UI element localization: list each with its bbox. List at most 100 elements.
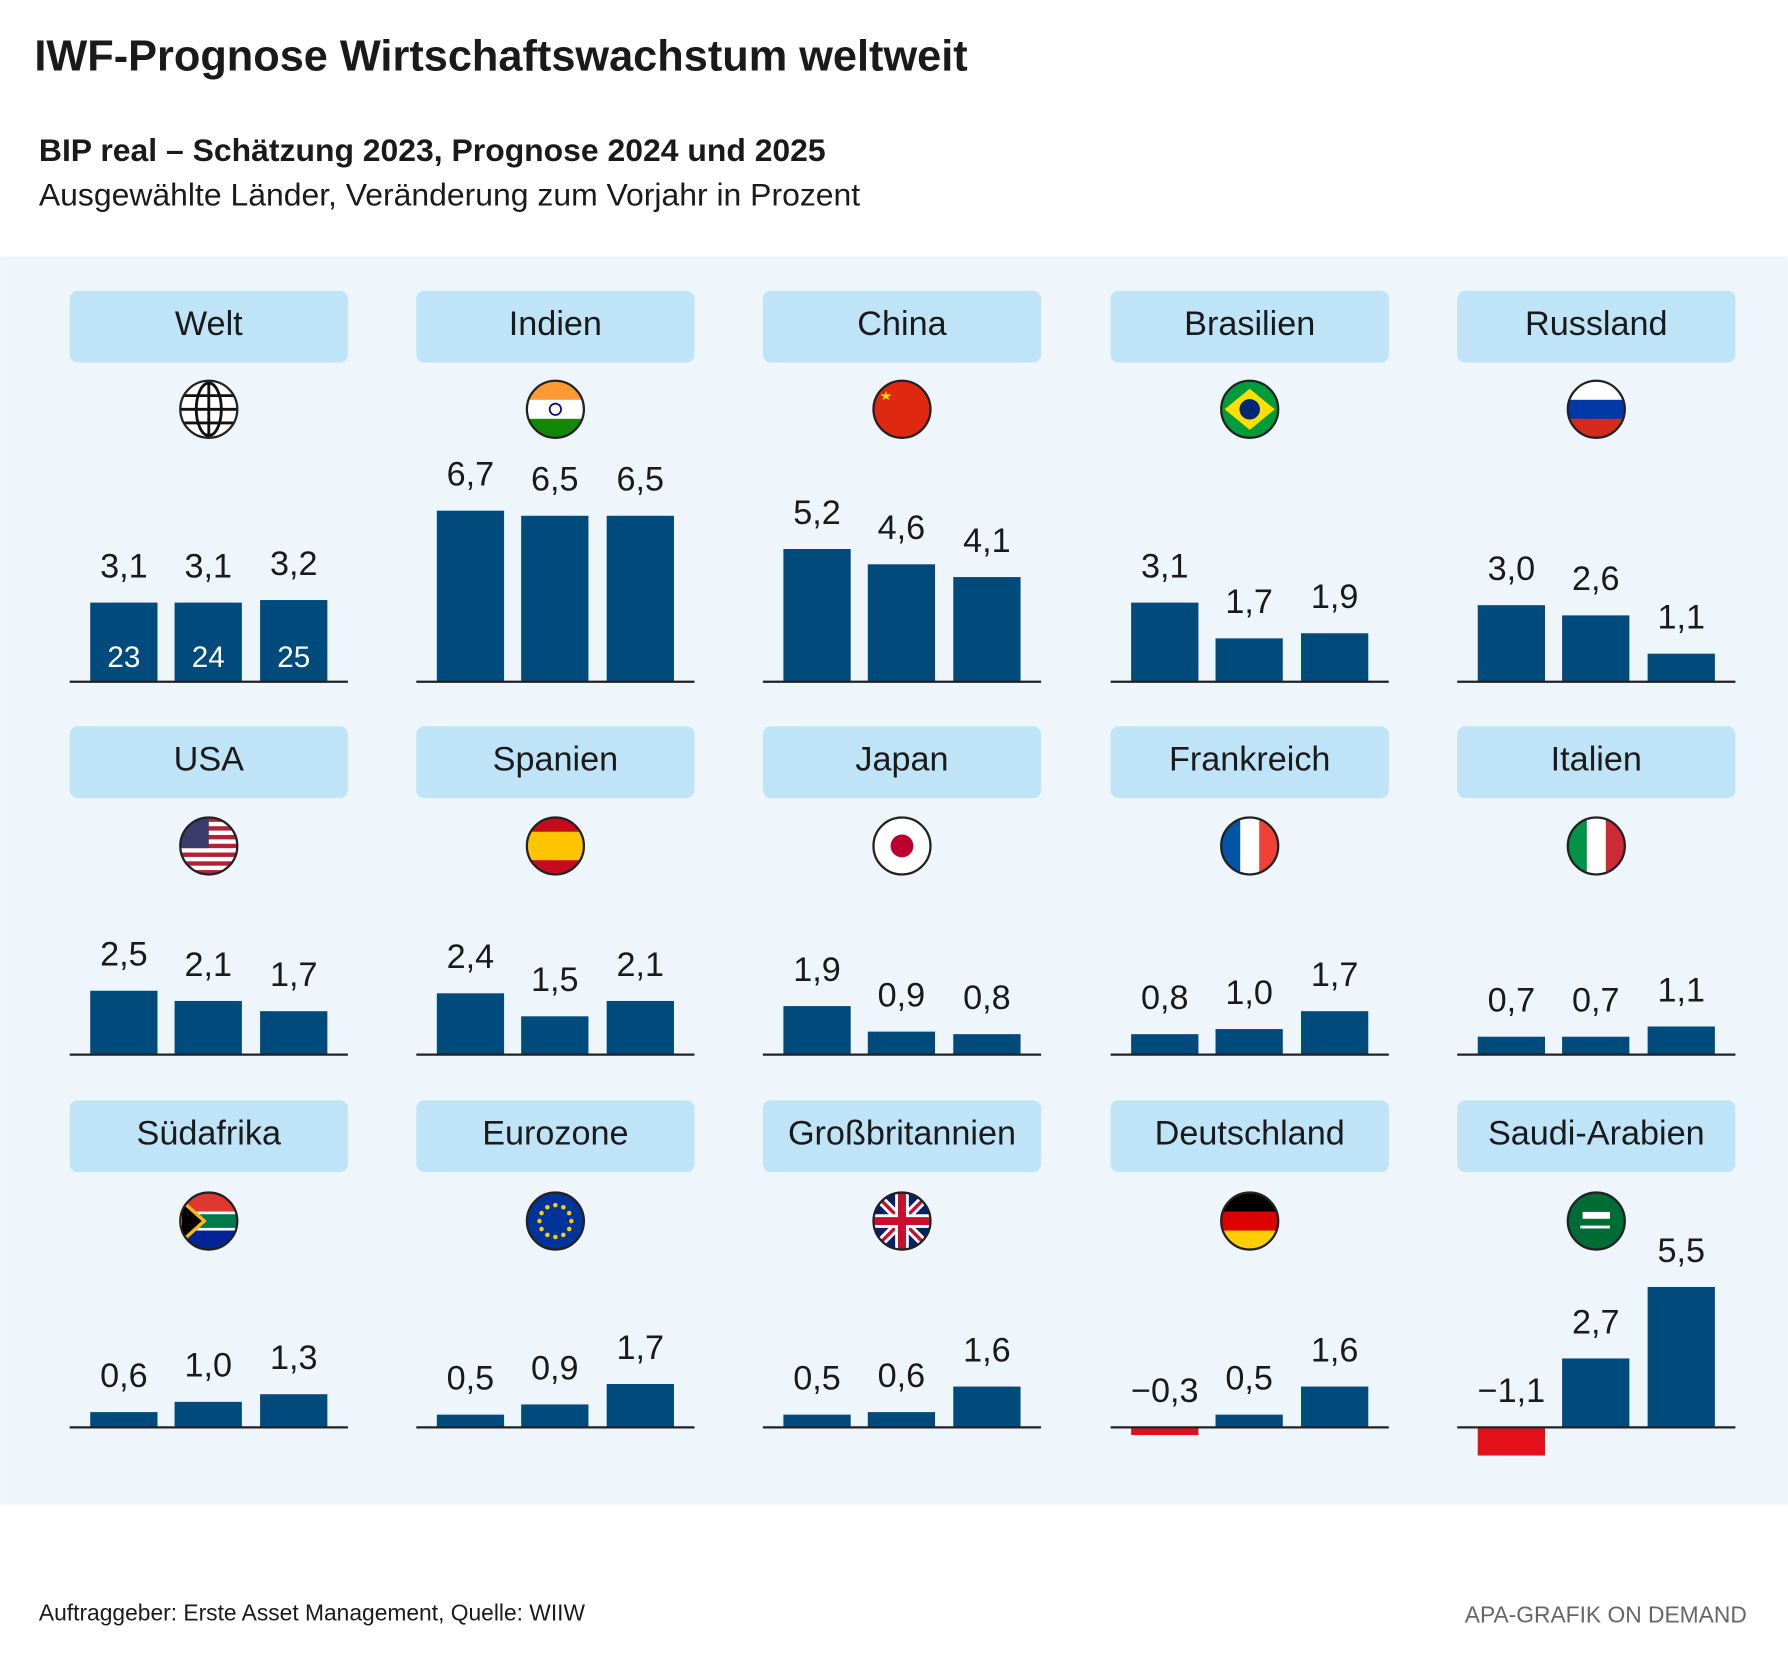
flag-outline — [1220, 379, 1280, 439]
credit: APA-GRAFIK ON DEMAND — [1465, 1602, 1747, 1628]
panel-title: Indien — [509, 305, 602, 343]
value-label: 1,7 — [617, 1329, 665, 1367]
flag-icon — [180, 817, 238, 875]
value-label: 1,1 — [1657, 971, 1705, 1009]
panel-title: Spanien — [493, 741, 618, 779]
bar — [260, 600, 328, 682]
subtitle: BIP real – Schätzung 2023, Prognose 2024… — [39, 132, 826, 168]
flag-stripe — [180, 852, 238, 858]
flag-field — [873, 380, 931, 438]
flag-outline — [872, 1191, 932, 1251]
flag-stripe — [1586, 817, 1607, 875]
flag-star — [545, 1232, 550, 1238]
value-label: 0,5 — [1225, 1359, 1273, 1397]
flag-star — [537, 1218, 542, 1224]
panel-title: Eurozone — [482, 1115, 628, 1153]
flag-star — [561, 1232, 566, 1238]
value-label: 0,8 — [963, 979, 1011, 1017]
value-label: 6,5 — [617, 461, 665, 499]
description: Ausgewählte Länder, Veränderung zum Vorj… — [39, 177, 860, 213]
bar — [436, 1414, 505, 1428]
value-label: 2,5 — [100, 936, 148, 974]
flag-star — [539, 1226, 544, 1232]
panel-header — [762, 1100, 1042, 1173]
value-label: 0,6 — [100, 1357, 148, 1395]
bar — [521, 1016, 589, 1055]
value-label: 6,7 — [447, 456, 495, 494]
flag-stripe — [1221, 1211, 1279, 1232]
bar — [1562, 1358, 1630, 1428]
flag-sword — [1580, 1225, 1610, 1229]
value-label: 2,6 — [1572, 560, 1620, 598]
bar — [783, 548, 851, 682]
flag-outline — [872, 379, 932, 439]
flag-stripe — [1567, 399, 1625, 420]
value-label: 2,4 — [447, 938, 495, 976]
value-label: 6,5 — [531, 461, 579, 499]
panel-header — [762, 290, 1042, 363]
flag-star — [553, 1202, 558, 1208]
bar — [953, 1386, 1021, 1428]
value-label: 3,1 — [1141, 547, 1189, 585]
bar — [174, 1000, 242, 1055]
bar — [1562, 615, 1630, 682]
category-label: 24 — [192, 641, 225, 674]
source: Auftraggeber: Erste Asset Management, Qu… — [39, 1599, 586, 1625]
flag-icon — [1221, 380, 1279, 438]
panel-title: Großbritannien — [788, 1115, 1016, 1153]
bar — [867, 1412, 936, 1428]
value-label: 0,7 — [1488, 982, 1536, 1020]
panel-header — [1110, 726, 1389, 799]
title: IWF-Prognose Wirtschaftswachstum weltwei… — [34, 33, 967, 81]
panel-header — [1110, 1100, 1389, 1173]
value-label: 1,7 — [1225, 583, 1273, 621]
bar — [436, 993, 505, 1055]
flag-icon — [1567, 1192, 1625, 1250]
value-label: −1,1 — [1478, 1372, 1546, 1410]
value-label: 0,5 — [793, 1359, 841, 1397]
bar — [1477, 605, 1546, 682]
bar — [783, 1414, 851, 1428]
flag-outline — [525, 816, 586, 876]
value-label: 2,7 — [1572, 1303, 1620, 1341]
bar — [90, 602, 158, 682]
flag-icon — [180, 380, 238, 438]
panel-header — [69, 1100, 348, 1173]
value-label: 1,7 — [270, 956, 318, 994]
value-label: 5,5 — [1657, 1232, 1705, 1270]
value-label: 0,5 — [447, 1359, 495, 1397]
value-label: 1,0 — [1225, 974, 1273, 1012]
value-label: 0,9 — [531, 1349, 579, 1387]
value-label: 1,9 — [793, 951, 841, 989]
flag-icon — [526, 1192, 584, 1250]
value-label: 5,2 — [793, 494, 841, 532]
panel-title: China — [857, 305, 947, 343]
panel-header — [762, 726, 1042, 799]
bar — [1562, 1036, 1630, 1055]
bar — [1131, 1034, 1199, 1055]
bar — [1647, 653, 1715, 682]
flag-stripe — [180, 856, 238, 862]
flag-stripe — [1240, 817, 1260, 875]
bar — [867, 1031, 936, 1055]
flag-icon — [873, 380, 931, 438]
value-label: 2,1 — [617, 946, 665, 984]
panel-title: Russland — [1525, 305, 1668, 343]
panel-header — [416, 1100, 695, 1173]
value-label: 3,2 — [270, 545, 318, 583]
panel-header — [1110, 290, 1389, 363]
value-label: 1,0 — [184, 1347, 232, 1385]
bar — [436, 510, 505, 682]
bar — [90, 990, 158, 1055]
panel-header — [69, 290, 348, 363]
flag-star — [880, 391, 892, 401]
panel-background — [0, 256, 1788, 1505]
flag-outline — [1220, 816, 1280, 876]
value-label: 1,1 — [1657, 599, 1705, 637]
flag-icon — [873, 817, 931, 875]
flag-star — [539, 1210, 544, 1216]
bar — [260, 1394, 328, 1428]
flag-stripe — [526, 845, 584, 861]
bar — [953, 1034, 1021, 1055]
